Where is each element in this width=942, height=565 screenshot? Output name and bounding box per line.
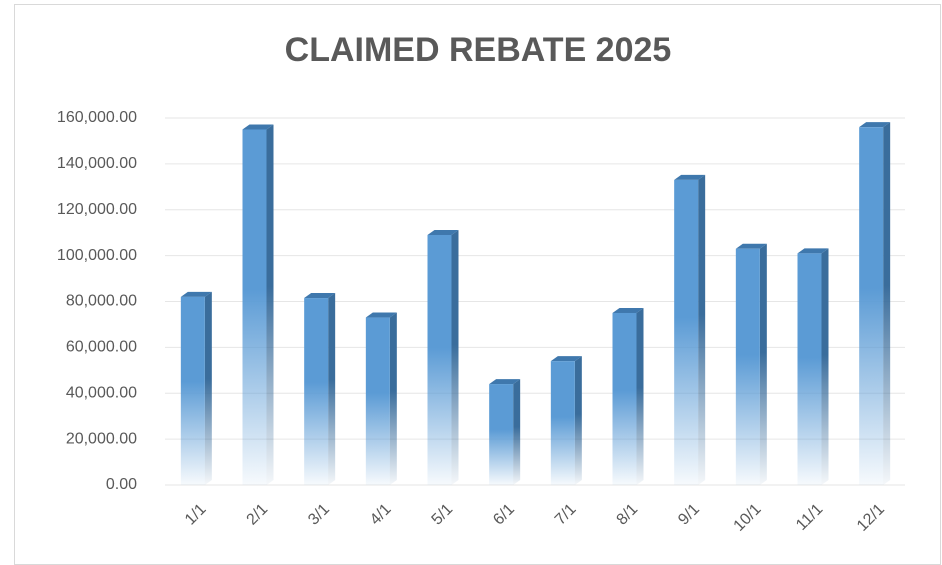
bar-top (612, 307, 644, 313)
bar-side (513, 379, 521, 485)
y-tick-label: 0.00 (106, 476, 137, 493)
bar-top (489, 379, 521, 385)
bar (489, 384, 514, 485)
y-tick-label: 120,000.00 (57, 201, 137, 218)
bar-side (883, 122, 891, 486)
bar-top (550, 356, 582, 362)
bar-top (242, 124, 274, 130)
bar-side (204, 291, 212, 485)
chart-frame (14, 4, 941, 565)
y-tick-label: 60,000.00 (66, 339, 137, 356)
bar-side (636, 307, 644, 485)
chart-title: CLAIMED REBATE 2025 (285, 31, 672, 69)
bar (427, 234, 452, 485)
bar-side (759, 243, 767, 485)
y-tick-label: 40,000.00 (66, 384, 137, 401)
bar-top (427, 229, 459, 235)
bar (859, 127, 884, 486)
bar-top (365, 312, 397, 318)
bar-side (266, 124, 274, 485)
y-tick-label: 100,000.00 (57, 247, 137, 264)
bar-top (859, 122, 891, 128)
bar-top (797, 248, 829, 254)
y-tick-label: 160,000.00 (57, 109, 137, 126)
y-tick-label: 140,000.00 (57, 155, 137, 172)
bar (735, 248, 760, 485)
bar (365, 317, 390, 485)
bar-side (451, 229, 459, 485)
bar-side (821, 248, 829, 485)
bar-top (674, 174, 706, 180)
y-tick-label: 20,000.00 (66, 430, 137, 447)
bar-top (735, 243, 767, 249)
bar (674, 179, 699, 485)
bar-side (698, 174, 706, 485)
bar-side (389, 312, 397, 485)
bar (797, 253, 822, 485)
bar-top (180, 291, 212, 297)
bar-top (304, 293, 336, 299)
bar-side (574, 356, 582, 485)
bar-side (328, 293, 336, 485)
bar (612, 312, 637, 485)
y-tick-label: 80,000.00 (66, 293, 137, 310)
bar (550, 361, 575, 485)
bar (242, 129, 267, 485)
bar (304, 298, 329, 485)
bar (180, 296, 205, 485)
